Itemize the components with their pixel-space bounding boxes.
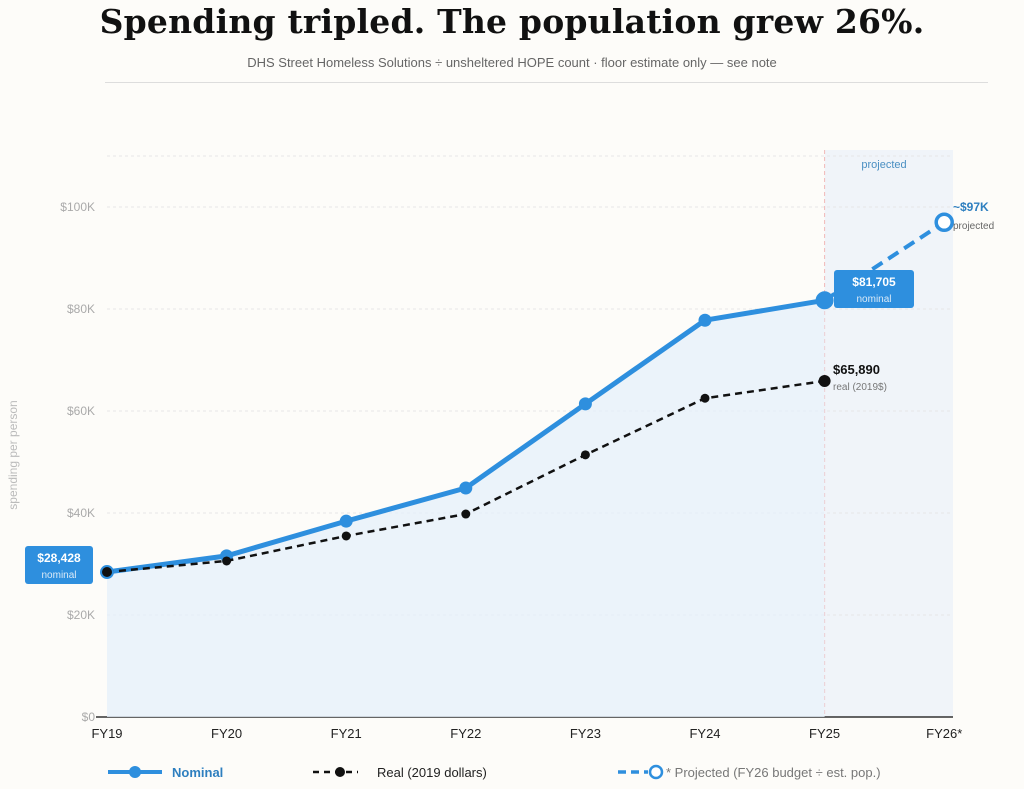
- projected-region: [824, 150, 953, 717]
- nominal-point: [578, 397, 592, 411]
- real-end-value: $65,890: [833, 362, 880, 377]
- nominal-area: [107, 300, 825, 717]
- real-end-sub: real (2019$): [833, 382, 887, 393]
- legend-real-marker: [335, 767, 345, 777]
- x-tick-label: FY23: [570, 726, 601, 741]
- real-point: [818, 374, 831, 387]
- y-tick-label: $60K: [67, 404, 95, 418]
- y-tick-label: $80K: [67, 302, 95, 316]
- x-tick-label: FY26*: [926, 726, 962, 741]
- x-tick-label: FY25: [809, 726, 840, 741]
- projected-end-sub: projected: [953, 221, 994, 232]
- real-point: [341, 531, 351, 541]
- projected-end-value: ~$97K: [953, 200, 989, 214]
- y-axis-label: spending per person: [6, 400, 20, 509]
- real-point: [461, 509, 471, 519]
- legend-projected-marker: [648, 764, 664, 780]
- real-point: [222, 556, 232, 566]
- x-tick-label: FY20: [211, 726, 242, 741]
- chart-subtitle: DHS Street Homeless Solutions ÷ unshelte…: [247, 55, 777, 70]
- start-label-sub: nominal: [41, 570, 76, 581]
- legend-nominal-label: Nominal: [172, 765, 223, 780]
- x-tick-label: FY21: [331, 726, 362, 741]
- real-point: [580, 450, 590, 460]
- y-tick-label: $100K: [60, 200, 95, 214]
- nominal-end-label-box: [834, 270, 914, 308]
- nominal-point: [339, 514, 353, 528]
- start-point: [100, 565, 114, 580]
- divider: [105, 82, 988, 83]
- start-label-box: [25, 546, 93, 584]
- legend-nominal-marker: [129, 766, 141, 778]
- chart-title: Spending tripled. The population grew 26…: [99, 2, 925, 41]
- real-point: [700, 393, 710, 403]
- x-tick-label: FY24: [689, 726, 720, 741]
- nominal-end-sub: nominal: [856, 294, 891, 305]
- start-label-value: $28,428: [37, 551, 81, 565]
- x-tick-label: FY19: [91, 726, 122, 741]
- y-tick-label: $40K: [67, 506, 95, 520]
- projected-region-label: projected: [861, 159, 906, 171]
- nominal-point: [698, 313, 712, 327]
- legend-real-label: Real (2019 dollars): [377, 765, 487, 780]
- nominal-point: [815, 291, 834, 310]
- projected-point: [934, 212, 954, 233]
- y-tick-label: $20K: [67, 608, 95, 622]
- legend-projected-label: * Projected (FY26 budget ÷ est. pop.): [666, 765, 881, 780]
- y-tick-label: $0: [82, 710, 96, 724]
- x-tick-label: FY22: [450, 726, 481, 741]
- nominal-point: [459, 481, 473, 495]
- nominal-end-value: $81,705: [852, 275, 896, 289]
